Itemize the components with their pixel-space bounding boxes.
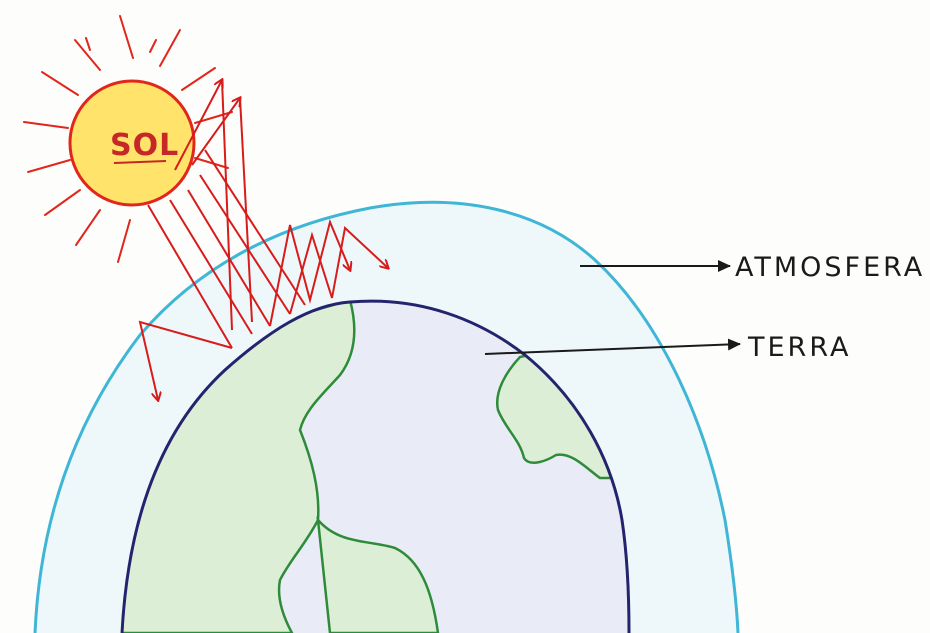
atmosphere-label: ATMOSFERA bbox=[735, 252, 925, 283]
earth-callout: TERRA bbox=[484, 332, 851, 363]
arrow-icon bbox=[147, 204, 233, 349]
earth-pointer bbox=[484, 338, 741, 355]
sun-rays bbox=[23, 15, 233, 263]
atmosphere-outline bbox=[33, 200, 740, 633]
arrow-icon bbox=[169, 199, 253, 335]
sun-label-underline bbox=[113, 160, 167, 164]
sun-disc bbox=[68, 79, 196, 207]
arrow-icon bbox=[204, 149, 306, 306]
arrow-icon bbox=[138, 320, 233, 400]
earth-label: TERRA bbox=[747, 332, 851, 363]
arrow-icon bbox=[239, 97, 253, 323]
arrow-icon bbox=[187, 189, 271, 327]
arrow-icon bbox=[289, 226, 388, 315]
atmosphere-callout: ATMOSFERA bbox=[580, 252, 925, 283]
sun-label: SOL bbox=[110, 128, 179, 163]
sun-icon: SOL bbox=[23, 15, 233, 263]
continent-bottom bbox=[316, 516, 440, 633]
earth-outline bbox=[120, 299, 631, 633]
arrow-icon bbox=[174, 80, 222, 171]
arrow-icon bbox=[191, 98, 240, 166]
radiation-arrows bbox=[138, 80, 388, 400]
arrow-icon bbox=[199, 174, 291, 315]
arrow-icon bbox=[269, 218, 350, 327]
